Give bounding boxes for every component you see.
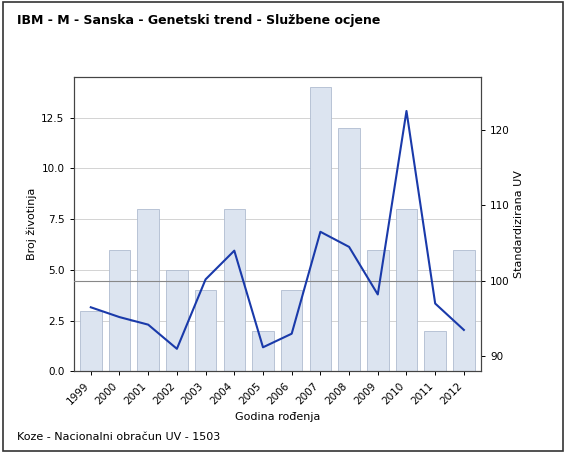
Bar <box>224 209 245 371</box>
Bar <box>310 87 331 371</box>
Bar <box>281 290 302 371</box>
Bar <box>252 331 274 371</box>
Bar <box>396 209 417 371</box>
Bar <box>453 250 475 371</box>
Bar <box>166 270 188 371</box>
Bar <box>138 209 159 371</box>
Bar <box>367 250 388 371</box>
Y-axis label: Broj životinja: Broj životinja <box>27 188 37 260</box>
Bar <box>338 128 360 371</box>
X-axis label: Godina rođenja: Godina rođenja <box>235 412 320 422</box>
Bar <box>195 290 216 371</box>
Text: IBM - M - Sanska - Genetski trend - Službene ocjene: IBM - M - Sanska - Genetski trend - Služ… <box>17 14 380 27</box>
Bar <box>109 250 130 371</box>
Y-axis label: Standardizirana UV: Standardizirana UV <box>514 170 524 278</box>
Bar <box>424 331 446 371</box>
Text: Koze - Nacionalni obračun UV - 1503: Koze - Nacionalni obračun UV - 1503 <box>17 432 220 442</box>
Bar <box>80 311 101 371</box>
